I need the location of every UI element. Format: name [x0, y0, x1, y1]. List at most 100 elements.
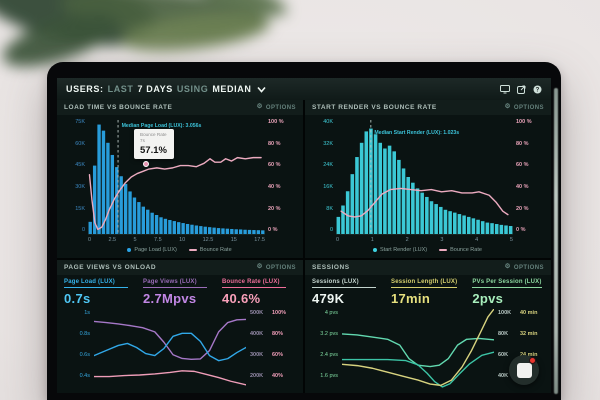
- y-axis-right: 100 % 80 % 60 % 40 % 20 % 0 %: [516, 119, 546, 235]
- legend-marker: [127, 248, 132, 252]
- panel-title: LOAD TIME VS BOUNCE RATE: [64, 104, 173, 111]
- axis-tick: 0 %: [516, 227, 526, 234]
- svg-text:?: ?: [536, 87, 540, 93]
- axis-tick: 60 %: [268, 162, 281, 169]
- monitor-icon[interactable]: [500, 84, 510, 94]
- metric-label: Session Length (LUX): [391, 279, 458, 288]
- options-button[interactable]: ⚙ OPTIONS: [256, 103, 296, 111]
- axis-tick: 40K: [323, 119, 333, 125]
- chat-widget-button[interactable]: [509, 355, 539, 385]
- axis-tick: 500K 100%: [250, 310, 287, 316]
- tooltip-x-value: 7s: [140, 138, 145, 144]
- axis-tick: 8K: [326, 205, 333, 212]
- metric-label: Page Views (LUX): [143, 279, 207, 288]
- axis-tick: 24K: [323, 162, 333, 169]
- y-axis-right: 500K 100% 400K 80% 300K 60% 200K 40%: [250, 309, 296, 388]
- panel-start-render: START RENDER VS BOUNCE RATE ⚙ OPTIONS 40K…: [305, 100, 551, 258]
- metric-card: Session Length (LUX) 17min: [391, 279, 458, 306]
- sessions-chart[interactable]: [342, 309, 494, 388]
- axis-tick: 400K 80%: [250, 331, 284, 338]
- axis-tick: 0 %: [268, 227, 278, 234]
- panel-sessions: SESSIONS ⚙ OPTIONS Sessions (LUX) 479K Sess…: [305, 260, 551, 393]
- start-render-chart[interactable]: Median Start Render (LUX): 1.023s: [336, 120, 513, 235]
- legend-marker: [439, 249, 448, 251]
- chart-legend: Page Load (LUX) Bounce Rate: [61, 244, 298, 256]
- options-button[interactable]: ⚙ OPTIONS: [504, 103, 544, 111]
- gear-icon: ⚙: [504, 103, 511, 111]
- axis-tick: 80 %: [516, 140, 529, 147]
- axis-tick: 200K 40%: [250, 373, 284, 380]
- axis-tick: 5: [509, 237, 513, 243]
- panel-page-views: PAGE VIEWS VS ONLOAD ⚙ OPTIONS Page Load …: [57, 260, 303, 393]
- axis-tick: 75K: [75, 119, 85, 125]
- tooltip: Bounce Rate 7s 57.1%: [134, 129, 174, 167]
- metric-card: Page Views (LUX) 2.7Mpvs: [143, 279, 207, 306]
- title-segment: LAST: [107, 84, 134, 94]
- chart-legend: Start Render (LUX) Bounce Rate: [309, 244, 546, 256]
- gear-icon: ⚙: [504, 263, 511, 271]
- axis-tick: 10: [179, 237, 186, 243]
- axis-tick: 100 %: [268, 119, 284, 125]
- legend-marker: [188, 249, 197, 251]
- legend-item: Start Render (LUX): [373, 247, 427, 253]
- axis-tick: 7.5: [154, 237, 162, 243]
- panel-title: START RENDER VS BOUNCE RATE: [312, 104, 437, 111]
- panel-title: SESSIONS: [312, 264, 350, 271]
- metric-value: 2pvs: [472, 291, 504, 306]
- page-views-chart[interactable]: [94, 309, 246, 388]
- metric-value: 479K: [312, 291, 345, 306]
- y-axis-left: 1s 0.8s 0.6s 0.4s: [64, 309, 90, 388]
- x-axis: 0 1 2 3 4 5: [336, 235, 513, 244]
- title-segment: USING: [176, 84, 209, 94]
- axis-tick: 15: [230, 237, 237, 243]
- options-button[interactable]: ⚙ OPTIONS: [504, 263, 544, 271]
- metric-value: 17min: [391, 291, 431, 306]
- metric-card: Bounce Rate (LUX) 40.6%: [222, 279, 286, 306]
- y-axis-right: 100 % 80 % 60 % 40 % 20 % 0 %: [268, 119, 298, 235]
- laptop-bezel: USERS: LAST 7 DAYS USING MEDIAN ?: [47, 62, 561, 400]
- median-annotation: Median Page Load (LUX): 3.056s: [121, 123, 202, 129]
- gear-icon: ⚙: [256, 103, 263, 111]
- axis-tick: 80 %: [268, 140, 281, 147]
- help-icon[interactable]: ?: [533, 85, 542, 94]
- metric-card: Page Load (LUX) 0.7s: [64, 279, 128, 306]
- axis-tick: 1.6 pvs: [320, 373, 338, 380]
- axis-tick: 80K 32 min: [498, 331, 538, 338]
- dashboard-screen: USERS: LAST 7 DAYS USING MEDIAN ?: [57, 78, 551, 393]
- metric-label: Sessions (LUX): [312, 279, 376, 288]
- axis-tick: 0: [81, 227, 85, 234]
- metric-row: Sessions (LUX) 479K Session Length (LUX) 17…: [312, 279, 544, 306]
- metric-label: Bounce Rate (LUX): [222, 279, 286, 288]
- bezel-glare: [554, 88, 558, 394]
- legend-marker: [373, 248, 378, 252]
- axis-tick: 60K: [75, 140, 85, 147]
- axis-tick: 100K 40 min: [498, 310, 538, 316]
- axis-tick: 16K: [323, 184, 333, 191]
- axis-tick: 40 %: [268, 184, 281, 191]
- median-annotation: Median Start Render (LUX): 1.023s: [374, 130, 460, 136]
- share-icon[interactable]: [517, 85, 526, 94]
- load-time-chart[interactable]: Median Page Load (LUX): 3.056s Bounce Ra…: [88, 120, 265, 235]
- y-axis-left: 4 pvs 3.2 pvs 2.4 pvs 1.6 pvs: [312, 309, 338, 388]
- axis-tick: 40K: [498, 373, 509, 380]
- y-axis-left: 40K 32K 24K 16K 8K 0: [309, 119, 333, 235]
- y-axis-left: 75K 60K 45K 30K 15K 0: [61, 119, 85, 235]
- axis-tick: 3: [440, 237, 444, 243]
- metric-value: 40.6%: [222, 291, 261, 306]
- axis-tick: 1s: [84, 310, 90, 316]
- axis-tick: 20 %: [268, 205, 281, 212]
- metric-value: 0.7s: [64, 291, 91, 306]
- options-button[interactable]: ⚙ OPTIONS: [256, 263, 296, 271]
- axis-tick: 3.2 pvs: [320, 331, 338, 338]
- axis-tick: 32K: [323, 140, 333, 147]
- axis-tick: 20 %: [516, 205, 529, 212]
- axis-tick: 60 %: [516, 162, 529, 169]
- filter-summary[interactable]: USERS: LAST 7 DAYS USING MEDIAN: [66, 84, 267, 94]
- x-axis: 0 2.5 5 7.5 10 12.5 15 17.5: [88, 235, 265, 244]
- axis-tick: 4 pvs: [324, 310, 338, 316]
- panel-title: PAGE VIEWS VS ONLOAD: [64, 264, 157, 271]
- dashboard-titlebar: USERS: LAST 7 DAYS USING MEDIAN ?: [57, 78, 551, 100]
- title-segment: MEDIAN: [212, 84, 252, 94]
- axis-tick: 0: [88, 237, 92, 243]
